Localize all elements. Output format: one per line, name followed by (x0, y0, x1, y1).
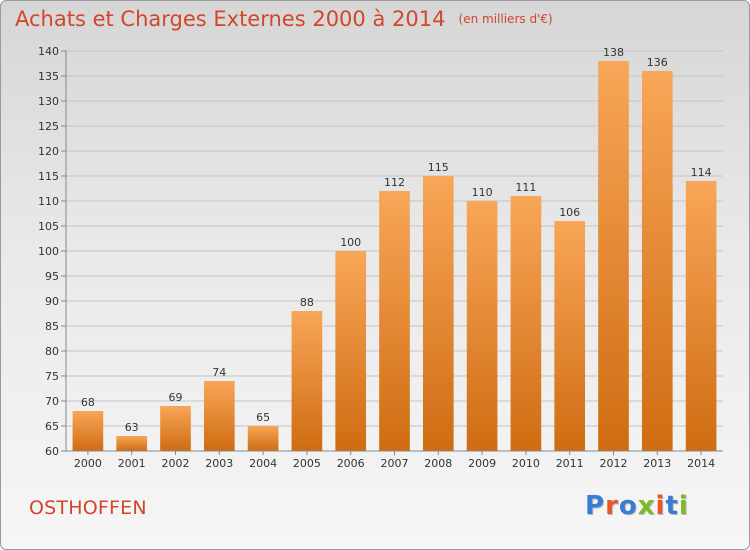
logo-letter: x (637, 491, 656, 521)
chart-subtitle: (en milliers d'€) (458, 12, 553, 26)
bar-value-label: 136 (647, 56, 668, 69)
y-tick-label: 90 (45, 295, 59, 308)
bar (203, 381, 235, 451)
bar-value-label: 68 (81, 396, 95, 409)
chart-title-row: Achats et Charges Externes 2000 à 2014 (… (15, 7, 553, 31)
x-tick-label: 2005 (293, 457, 321, 470)
bar-value-label: 88 (300, 296, 314, 309)
bar-value-label: 69 (169, 391, 183, 404)
logo-letter: r (605, 491, 619, 521)
y-tick-label: 135 (38, 70, 59, 83)
x-tick-label: 2014 (687, 457, 715, 470)
bar-value-label: 115 (428, 161, 449, 174)
y-tick-label: 75 (45, 370, 59, 383)
x-tick-label: 2006 (337, 457, 365, 470)
x-tick-label: 2001 (118, 457, 146, 470)
location-name: OSTHOFFEN (29, 497, 147, 519)
y-tick-label: 100 (38, 245, 59, 258)
bar (379, 191, 410, 451)
x-tick-label: 2011 (556, 457, 584, 470)
bar-value-label: 138 (603, 46, 624, 59)
x-tick-label: 2008 (424, 457, 452, 470)
bar (466, 201, 498, 451)
bar (641, 71, 673, 451)
y-tick-label: 115 (38, 170, 59, 183)
y-tick-label: 140 (38, 45, 59, 58)
y-tick-label: 60 (45, 445, 59, 458)
x-tick-label: 2000 (74, 457, 102, 470)
y-tick-label: 125 (38, 120, 59, 133)
y-tick-label: 85 (45, 320, 59, 333)
bar-value-label: 111 (515, 181, 536, 194)
y-tick-label: 130 (38, 95, 59, 108)
x-tick-label: 2004 (249, 457, 277, 470)
x-tick-label: 2002 (162, 457, 190, 470)
bars-layer: 68 63 69 74 65 88 100 112 115 110 111 106 138 136 114 (72, 46, 717, 451)
y-tick-label: 65 (45, 420, 59, 433)
bar-value-label: 74 (212, 366, 226, 379)
x-tick-label: 2003 (205, 457, 233, 470)
y-tick-label: 110 (38, 195, 59, 208)
bar (598, 61, 629, 451)
chart-title: Achats et Charges Externes 2000 à 2014 (15, 7, 446, 31)
bar (510, 196, 542, 451)
bar (335, 251, 367, 451)
x-tick-label: 2012 (600, 457, 628, 470)
bar (685, 181, 717, 451)
bar (160, 406, 191, 451)
bar-value-label: 65 (256, 411, 270, 424)
proxiti-logo[interactable]: Proxiti (585, 491, 689, 521)
y-tick-label: 105 (38, 220, 59, 233)
bar-value-label: 63 (125, 421, 139, 434)
logo-letter: t (665, 491, 679, 521)
logo-letter: o (618, 491, 638, 521)
bar-value-label: 100 (340, 236, 361, 249)
y-tick-label: 70 (45, 395, 59, 408)
bar (554, 221, 586, 451)
bar (291, 311, 323, 451)
bar-value-label: 114 (691, 166, 712, 179)
bar-value-label: 112 (384, 176, 405, 189)
bar (247, 426, 279, 451)
bar (72, 411, 104, 451)
logo-letter: i (678, 491, 689, 521)
bar (422, 176, 454, 451)
bar-value-label: 110 (472, 186, 493, 199)
bar-value-label: 106 (559, 206, 580, 219)
y-tick-label: 80 (45, 345, 59, 358)
x-tick-label: 2013 (643, 457, 671, 470)
logo-letter: P (585, 491, 606, 521)
x-tick-label: 2007 (381, 457, 409, 470)
axis-layer: 60 65 70 75 80 85 90 95 100 105 110 115 120 125 130 135… (38, 45, 723, 470)
bar (116, 436, 148, 451)
x-tick-label: 2009 (468, 457, 496, 470)
y-tick-label: 120 (38, 145, 59, 158)
y-tick-label: 95 (45, 270, 59, 283)
logo-letter: i (655, 491, 666, 521)
x-tick-label: 2010 (512, 457, 540, 470)
